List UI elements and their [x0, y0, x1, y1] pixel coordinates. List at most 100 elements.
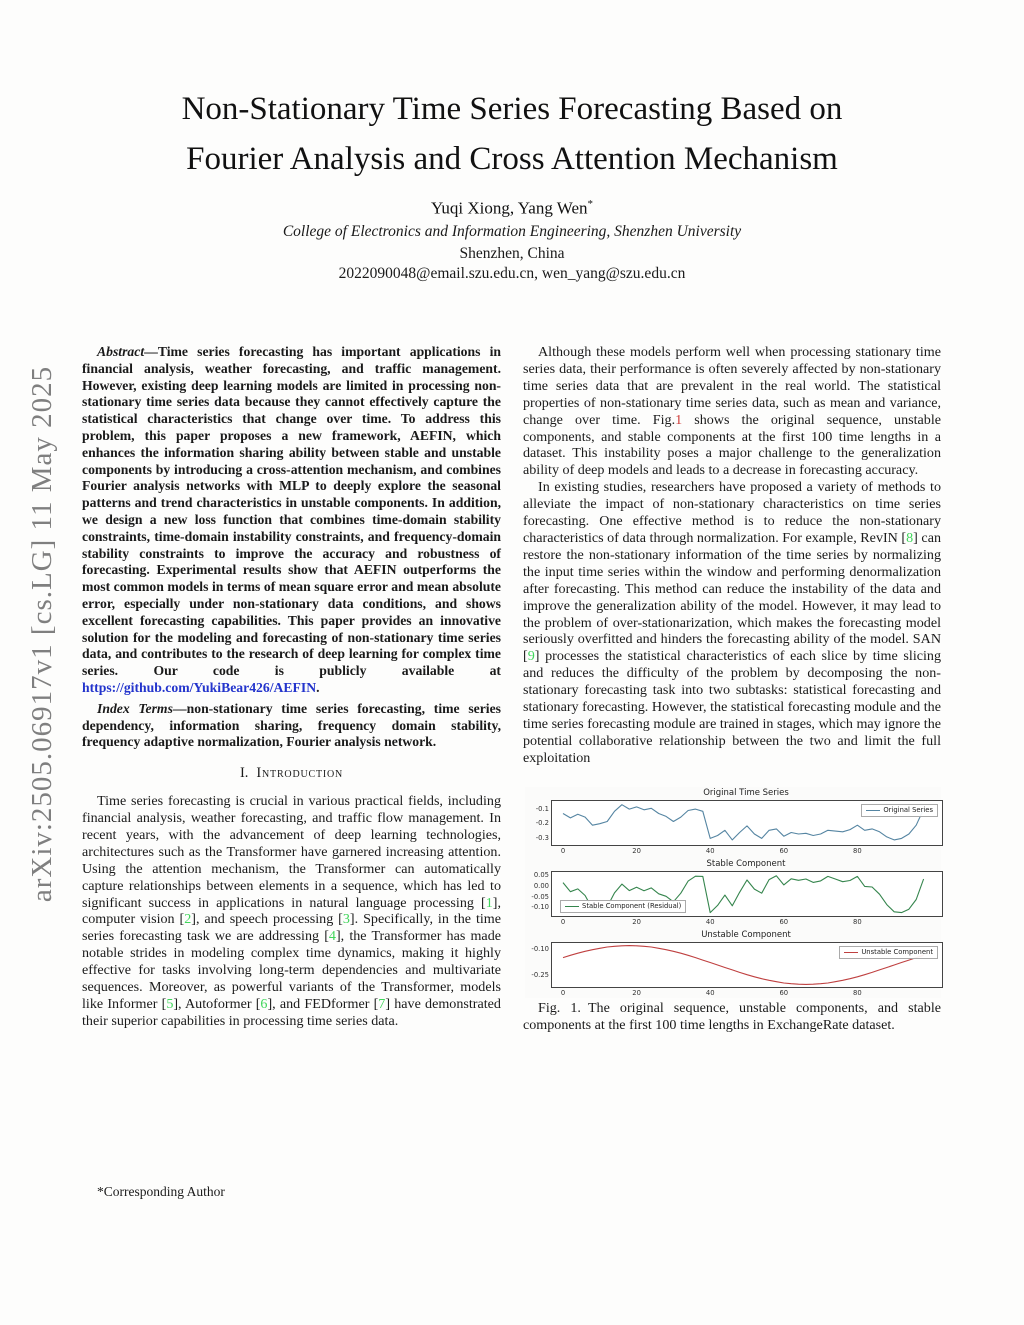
left-column: Abstract—Time series forecasting has imp… — [82, 344, 501, 1030]
figure1: Original Time Series Original Series -0.… — [525, 786, 943, 998]
inline-cite: 7 — [378, 996, 386, 1012]
corresponding-author-mark: * — [587, 198, 594, 210]
y-tick-label: -0.3 — [535, 834, 549, 843]
inline-text: ], and speech processing [ — [191, 911, 343, 928]
x-tick-label: 20 — [632, 846, 641, 855]
paper-title-line2: Fourier Analysis and Cross Attention Mec… — [186, 141, 838, 177]
inline-cite: 1 — [485, 894, 493, 911]
subplot-title: Stable Component — [706, 858, 786, 869]
x-tick-label: 80 — [853, 917, 862, 926]
xtick-spacer — [551, 917, 941, 927]
affiliation: College of Electronics and Information E… — [282, 223, 742, 240]
x-tick-label: 20 — [632, 917, 641, 926]
x-tick-label: 40 — [705, 846, 715, 855]
figure1-caption: Fig. 1. The original sequence, unstable c… — [523, 1000, 941, 1034]
section-number: I. — [239, 765, 249, 782]
section-label: Introduction — [256, 765, 344, 782]
stable-component-line-chart — [562, 874, 925, 913]
subplot-plot-area: Unstable Component -0.10 -0.25 0 20 40 60 80 — [531, 941, 943, 997]
inline-text: —Time series forecasting has important a… — [82, 344, 501, 679]
inline-text: ], the Transformer has made notable stri… — [82, 928, 501, 1012]
x-tick-label: 40 — [705, 917, 715, 926]
inline-link[interactable]: https://github.com/YukiBear426/AEFIN — [82, 679, 317, 695]
x-tick-label: 60 — [779, 917, 789, 926]
inline-cite: 5 — [166, 996, 174, 1012]
body-paragraph-b: In existing studies, researchers have pr… — [523, 479, 941, 766]
x-tick-label: 80 — [853, 988, 862, 997]
arxiv-watermark: arXiv:2505.06917v1 [cs.LG] 11 May 2025 — [26, 365, 58, 903]
author-names: Yuqi Xiong, Yang Wen* — [0, 198, 1024, 219]
x-tick-label: 60 — [779, 988, 789, 997]
inline-text: ], and FEDformer [ — [267, 996, 379, 1012]
legend: Original Series — [861, 803, 938, 817]
inline-cite: 4 — [328, 928, 336, 945]
inline-text: ] processes the statistical characterist… — [523, 648, 941, 766]
original-series-line-chart — [562, 803, 925, 841]
y-tick-label: -0.05 — [531, 892, 549, 901]
inline-cite: 3 — [342, 911, 350, 928]
author-names-text: Yuqi Xiong, Yang Wen — [430, 198, 588, 218]
paper-title: Non-Stationary Time Series Forecasting B… — [0, 84, 1024, 184]
xtick-spacer — [551, 988, 941, 998]
inline-text: ] can restore the non-stationary informa… — [523, 529, 941, 665]
subplot-title: Unstable Component — [701, 929, 791, 940]
inline-text: —non-stationary time series forecasting,… — [82, 700, 502, 750]
inline-lead: Index Terms — [97, 700, 173, 716]
inline-text: . — [316, 679, 320, 695]
legend: Stable Component (Residual) — [560, 899, 687, 913]
inline-text: ]. Specifically, in the time series fore… — [82, 911, 501, 945]
corresponding-author-footnote: *Corresponding Author — [97, 1184, 225, 1199]
abstract-paragraph: Abstract—Time series forecasting has imp… — [82, 344, 501, 697]
y-tick-label: -0.10 — [531, 903, 549, 912]
figure1-subplot-stable-component: Stable Component Stable Component (Resid… — [525, 858, 943, 927]
inline-text: In existing studies, researchers have pr… — [523, 479, 941, 546]
inline-cite: 8 — [906, 529, 914, 546]
x-tick-label: 0 — [560, 846, 566, 855]
legend-line-swatch — [565, 905, 579, 907]
figure1-subplot-unstable-component: Unstable Component Unstable Component -0… — [525, 929, 943, 998]
section-heading-introduction: I. Introduction — [82, 765, 501, 782]
inline-text: Although these models perform well when … — [523, 344, 941, 428]
y-tick-label: -0.25 — [531, 971, 549, 980]
affiliation-location: Shenzhen, China — [459, 245, 565, 262]
legend-label: Unstable Component — [861, 948, 933, 957]
y-tick-label: -0.2 — [535, 819, 549, 828]
figure1-subplot-original-series: Original Time Series Original Series -0.… — [525, 787, 943, 856]
author-emails: 2022090048@email.szu.edu.cn, wen_yang@sz… — [338, 265, 686, 282]
body-paragraph-a: Although these models perform well when … — [523, 344, 941, 479]
subplot-title: Original Time Series — [703, 787, 789, 798]
right-column: Although these models perform well when … — [523, 344, 943, 1034]
legend-label: Original Series — [883, 806, 933, 815]
legend-line-swatch — [844, 951, 859, 953]
inline-text: ] have demonstrated their superior capab… — [82, 996, 501, 1029]
inline-text: shows the original sequence, unstable co… — [523, 411, 941, 479]
subplot-plot-area: Stable Component (Residual) 0.05 0.00 -0.0… — [531, 870, 943, 926]
inline-cite: 2 — [184, 911, 192, 928]
x-tick-label: 0 — [560, 917, 566, 926]
y-tick-label: -0.1 — [535, 804, 549, 813]
inline-cite: 6 — [260, 996, 268, 1012]
inline-cite: 9 — [527, 648, 535, 665]
inline-figref: 1 — [675, 411, 683, 428]
inline-text: ], computer vision [ — [82, 894, 501, 928]
x-tick-label: 80 — [853, 846, 862, 855]
x-tick-label: 0 — [560, 988, 566, 997]
unstable-component-line-chart — [562, 944, 924, 985]
legend: Unstable Component — [839, 945, 938, 959]
figure1-caption-text: The original sequence, unstable componen… — [523, 999, 941, 1033]
y-tick-label: 0.05 — [533, 871, 549, 880]
y-tick-label: 0.00 — [533, 882, 549, 891]
inline-text: Time series forecasting is crucial in va… — [82, 793, 501, 911]
xtick-spacer — [551, 846, 941, 856]
x-tick-label: 40 — [705, 988, 715, 997]
figure1-caption-label: Fig. 1. — [538, 999, 581, 1016]
introduction-paragraph: Time series forecasting is crucial in va… — [82, 793, 501, 1030]
inline-text: ], Autoformer [ — [173, 996, 261, 1012]
subplot-plot-area: Original Series -0.1 -0.2 -0.3 0 20 40 60 80 — [536, 799, 943, 855]
inline-lead: Abstract — [97, 344, 145, 359]
legend-line-swatch — [866, 809, 881, 811]
y-tick-label: -0.10 — [531, 944, 549, 953]
x-tick-label: 20 — [632, 988, 641, 997]
paper-title-line1: Non-Stationary Time Series Forecasting B… — [181, 91, 843, 127]
